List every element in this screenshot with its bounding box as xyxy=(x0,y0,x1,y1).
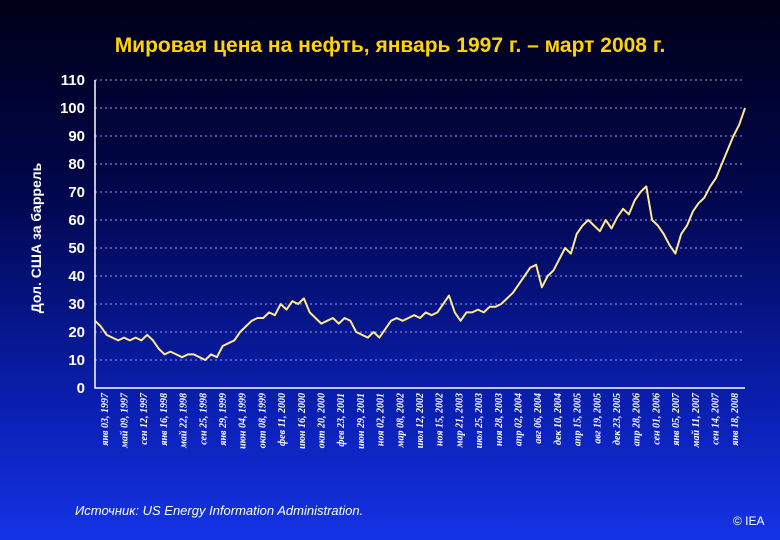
x-tick-label: сен 14, 2007 xyxy=(710,392,721,445)
x-tick-label: май 09, 1997 xyxy=(120,392,131,449)
y-tick-label: 0 xyxy=(77,380,85,397)
y-tick-label: 20 xyxy=(68,324,85,341)
x-tick-label: авг 06, 2004 xyxy=(533,393,544,444)
x-tick-label: июн 04, 1999 xyxy=(238,393,249,449)
x-tick-label: сен 01, 2006 xyxy=(651,393,662,445)
oil-price-line xyxy=(94,107,746,361)
x-tick-label: янв 29, 1999 xyxy=(218,393,229,447)
y-tick-label: 110 xyxy=(61,72,85,89)
gridlines xyxy=(94,79,745,389)
source-note: Источник: US Energy Information Administ… xyxy=(75,503,364,518)
y-tick-label: 70 xyxy=(68,184,85,201)
x-tick-label: ноя 28, 2003 xyxy=(494,393,505,446)
x-tick-label: апр 28, 2006 xyxy=(632,393,643,446)
x-tick-label: сен 12, 1997 xyxy=(139,392,150,445)
x-tick-label: апр 15, 2005 xyxy=(573,393,584,446)
y-tick-label: 100 xyxy=(60,100,85,117)
x-tick-label: июл 12, 2002 xyxy=(415,393,426,448)
x-tick-labels: янв 03, 1997 май 09, 1997 сен 12, 1997 янв … xyxy=(100,392,741,449)
x-tick-label: май 11, 2007 xyxy=(691,392,702,448)
x-tick-label: авг 19, 2005 xyxy=(592,393,603,444)
x-tick-label: фев 23, 2001 xyxy=(336,393,347,447)
x-tick-label: сен 25, 1998 xyxy=(198,393,209,445)
y-tick-label: 90 xyxy=(68,128,85,145)
x-tick-label: янв 05, 2007 xyxy=(671,392,682,447)
y-tick-label: 60 xyxy=(68,212,85,229)
x-tick-label: июн 29, 2001 xyxy=(356,393,367,449)
x-tick-label: дек 23, 2005 xyxy=(612,393,623,445)
x-tick-label: июл 25, 2003 xyxy=(474,393,485,448)
x-tick-label: янв 18, 2008 xyxy=(730,393,741,447)
x-tick-label: дек 10, 2004 xyxy=(553,393,564,445)
y-tick-label: 50 xyxy=(68,240,85,257)
x-tick-label: июн 16, 2000 xyxy=(297,393,308,449)
axes xyxy=(94,80,745,389)
x-tick-label: янв 16, 1998 xyxy=(159,393,170,447)
x-tick-label: ноя 15, 2002 xyxy=(435,393,446,446)
series-group xyxy=(94,107,746,361)
x-tick-label: фев 11, 2000 xyxy=(277,393,288,446)
copyright-note: © IEA xyxy=(733,514,765,528)
x-tick-label: янв 03, 1997 xyxy=(100,392,111,447)
y-tick-label: 30 xyxy=(68,296,85,313)
x-tick-label: окт 20, 2000 xyxy=(317,393,328,448)
y-tick-label: 40 xyxy=(68,268,85,285)
x-tick-label: мар 21, 2003 xyxy=(454,393,465,448)
chart-title: Мировая цена на нефть, январь 1997 г. – … xyxy=(114,34,666,57)
x-tick-label: окт 08, 1999 xyxy=(257,393,268,448)
x-tick-label: май 22, 1998 xyxy=(179,393,190,449)
x-tick-label: ноя 02, 2001 xyxy=(376,393,387,446)
x-tick-label: мар 08, 2002 xyxy=(395,393,406,448)
y-tick-labels: 0 10 20 30 40 50 60 70 80 90 100 110 xyxy=(60,72,85,397)
y-tick-label: 10 xyxy=(68,352,85,369)
plot-area xyxy=(95,80,745,388)
y-tick-label: 80 xyxy=(68,156,85,173)
x-tick-label: апр 02, 2004 xyxy=(513,393,524,446)
